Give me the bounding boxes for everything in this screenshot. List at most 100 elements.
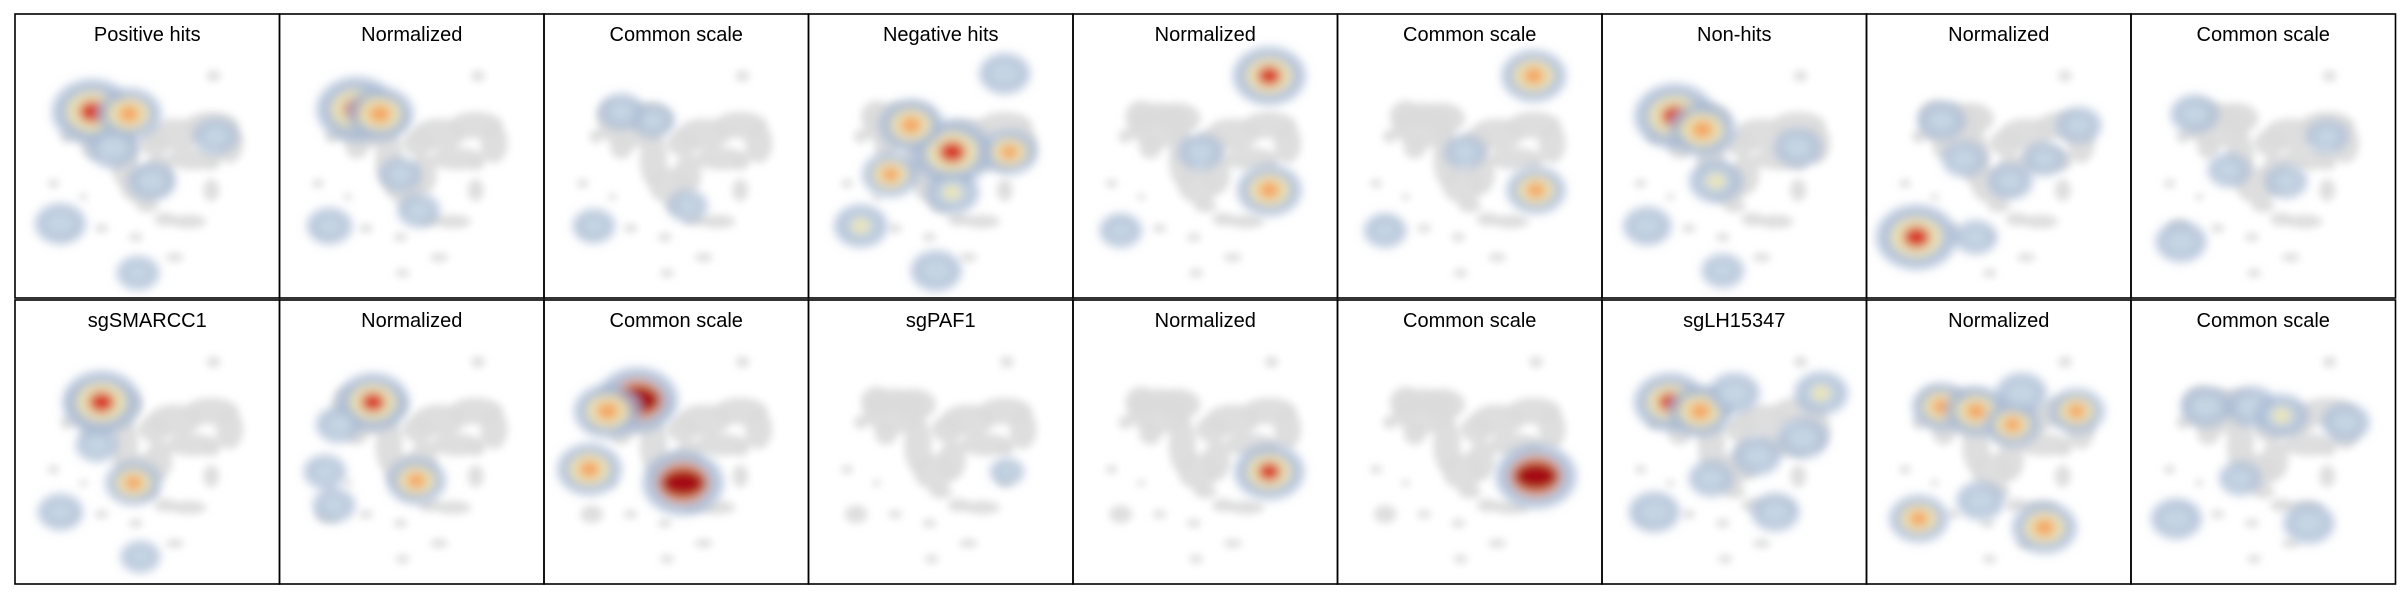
cell-cluster	[1389, 386, 1422, 418]
panel: Positive hits	[14, 13, 281, 299]
cell-cluster	[872, 479, 882, 487]
cell-cluster	[467, 178, 484, 202]
cell-cluster	[589, 129, 604, 144]
density-contour	[1107, 220, 1134, 241]
cell-cluster	[1718, 554, 1732, 564]
density-peak	[2003, 417, 2022, 433]
density-contour	[996, 463, 1018, 480]
cell-cluster	[2286, 214, 2323, 229]
cell-cluster	[1538, 122, 1566, 164]
panel: Normalized	[1072, 13, 1339, 299]
cell-cluster	[138, 415, 171, 443]
cell-cluster	[657, 232, 672, 242]
cell-cluster	[874, 422, 898, 445]
cell-cluster	[343, 479, 353, 487]
cell-cluster	[2244, 518, 2259, 528]
panel-frame	[2130, 13, 2397, 299]
density-plot	[1099, 47, 1306, 278]
cell-cluster	[1417, 509, 1431, 519]
cell-cluster	[47, 464, 60, 474]
density-plot	[1629, 356, 1848, 564]
cell-cluster	[731, 442, 750, 456]
cell-cluster	[1152, 509, 1167, 519]
panel: Normalized	[1072, 299, 1339, 585]
cell-cluster	[2260, 440, 2289, 481]
cell-cluster	[1373, 505, 1397, 524]
cell-cluster	[735, 356, 750, 368]
density-peak	[1903, 226, 1930, 249]
cell-cluster	[170, 214, 207, 229]
density-contour	[1965, 489, 1996, 513]
cell-cluster	[138, 129, 171, 157]
cell-cluster	[2322, 70, 2337, 82]
cell-cluster	[667, 129, 700, 157]
density-plot	[1105, 356, 1304, 564]
cell-cluster	[1419, 388, 1466, 421]
cell-cluster	[872, 193, 882, 201]
cell-cluster	[1980, 518, 1995, 528]
cell-cluster	[395, 554, 410, 564]
density-contour	[1718, 380, 1751, 406]
cell-cluster	[434, 214, 472, 229]
cell-cluster	[673, 154, 702, 195]
cell-cluster	[78, 479, 88, 487]
cell-cluster	[2251, 485, 2275, 499]
cell-cluster	[699, 214, 736, 229]
cell-cluster	[844, 505, 868, 524]
density-contour	[2215, 159, 2243, 181]
cell-cluster	[1634, 178, 1647, 188]
cell-cluster	[963, 214, 1001, 229]
cell-cluster	[2210, 223, 2225, 233]
density-contour	[201, 125, 230, 148]
cell-cluster	[1118, 129, 1133, 144]
cell-cluster	[853, 129, 868, 144]
density-peak	[1707, 174, 1725, 189]
panel: Common scale	[543, 13, 810, 299]
density-contour	[1950, 147, 1979, 170]
cell-cluster	[1189, 554, 1203, 564]
density-contour	[324, 413, 353, 436]
panel-title: Common scale	[1403, 310, 1536, 332]
cell-cluster	[1715, 232, 1730, 242]
density-contour	[46, 501, 75, 523]
cell-cluster	[1105, 178, 1118, 188]
panel: Normalized	[1865, 299, 2132, 585]
density-peak	[2033, 519, 2056, 537]
cell-cluster	[860, 386, 893, 418]
cell-cluster	[2176, 129, 2191, 144]
cell-cluster	[1722, 199, 1746, 213]
density-plot	[2156, 70, 2360, 278]
cell-cluster	[1987, 199, 2011, 213]
cell-cluster	[359, 223, 373, 233]
density-contour	[1962, 226, 1990, 248]
cell-cluster	[853, 415, 868, 430]
cell-cluster	[959, 538, 978, 548]
cell-cluster	[1136, 479, 1146, 487]
panel: Normalized	[1865, 13, 2132, 299]
cell-cluster	[1403, 136, 1427, 159]
panel-title: Normalized	[361, 24, 462, 46]
density-layer	[1623, 84, 1822, 288]
cell-cluster	[1681, 509, 1696, 519]
cell-cluster	[1996, 440, 2024, 481]
cell-cluster	[2319, 178, 2336, 202]
cell-cluster	[924, 554, 939, 564]
cell-cluster	[1417, 223, 1431, 233]
cell-cluster	[744, 122, 773, 164]
cell-cluster	[2163, 464, 2176, 474]
cell-cluster	[1136, 193, 1146, 201]
cell-cluster	[732, 178, 749, 202]
cell-cluster	[1228, 214, 1265, 229]
density-peak	[1257, 462, 1281, 482]
cell-cluster	[1665, 193, 1675, 201]
cell-cluster	[1223, 252, 1242, 262]
cell-cluster	[2021, 214, 2059, 229]
density-layer	[990, 458, 1024, 485]
cell-cluster	[1982, 554, 1997, 564]
density-peak	[1000, 144, 1019, 160]
cell-cluster	[94, 223, 109, 233]
cell-cluster	[467, 464, 484, 488]
panel: Common scale	[543, 299, 810, 585]
panel: sgLH15347	[1601, 299, 1868, 585]
cell-cluster	[1524, 156, 1543, 170]
